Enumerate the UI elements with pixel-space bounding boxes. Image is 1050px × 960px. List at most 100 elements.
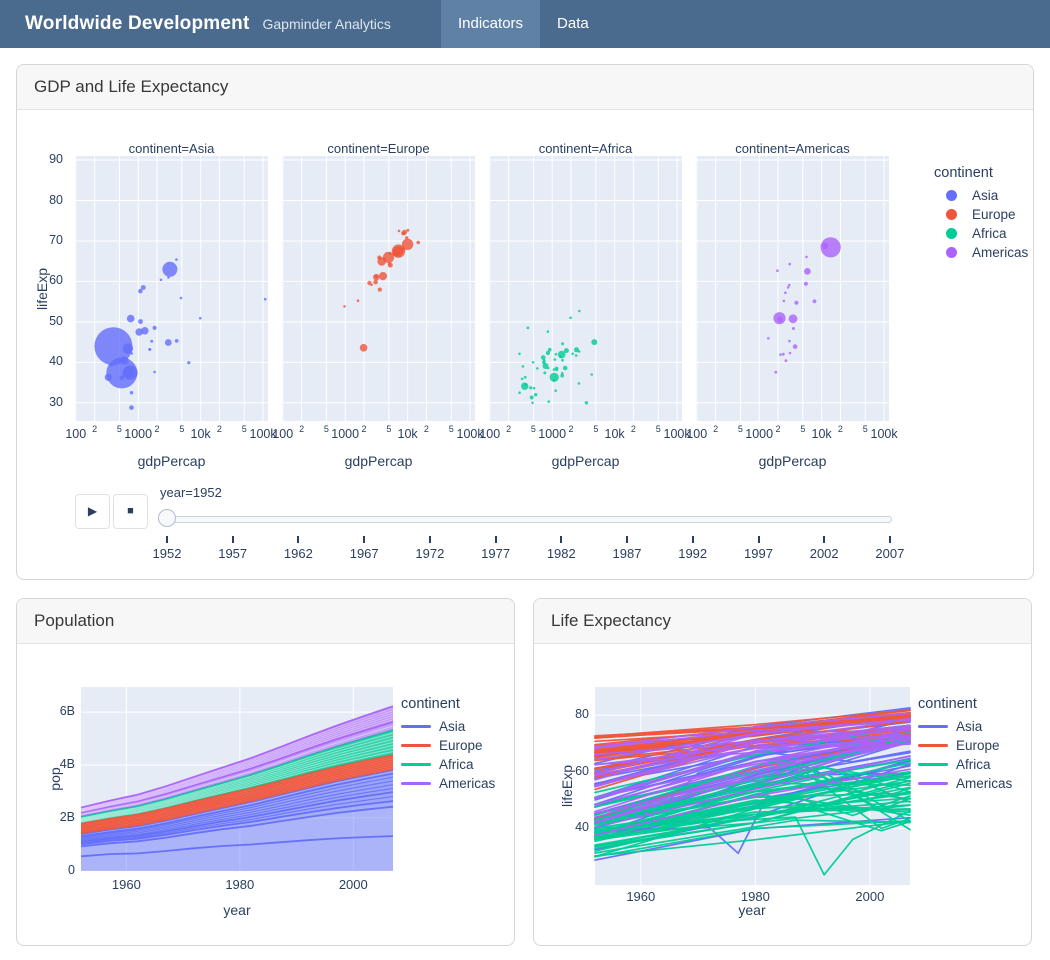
legend-label: Asia [956,719,983,734]
x-tick-label: 2 [506,424,512,434]
slider-tick-label: 1977 [481,546,511,561]
x-tick-label: 10k [604,427,625,441]
y-tick-label: 60 [575,763,589,778]
x-tick-label: 100 [479,427,501,441]
legend-label: Americas [972,245,1029,260]
legend-item-europe[interactable]: Europe [946,205,1016,224]
slider-tick-label: 1997 [744,546,773,561]
legend-line-europe [401,743,431,748]
play-button[interactable]: ▶ [75,494,110,529]
x-tick-label: 5 [530,424,536,434]
population-chart[interactable] [17,644,514,942]
y-axis-title: lifeExp [34,267,50,311]
stop-button[interactable]: ■ [113,494,148,529]
slider-tick-label: 1962 [283,546,313,561]
x-tick-label: 5 [448,424,454,434]
x-axis-title: year [738,902,766,918]
x-tick-label: 1000 [124,427,153,441]
facet-plot-americas[interactable] [696,156,889,421]
legend-label: Africa [956,757,991,772]
y-tick-label: 90 [49,152,63,166]
legend-dot-asia [946,190,957,201]
x-axis-title: gdpPercap [758,453,827,469]
slider-tick-label: 1987 [612,546,642,561]
life-expectancy-chart[interactable] [534,644,1031,942]
y-tick-label: 2B [59,810,75,825]
legend-line-asia [918,724,948,729]
y-tick-label: 40 [49,354,63,369]
legend-item-africa[interactable]: Africa [946,224,1007,243]
slider-tick-label: 1982 [546,546,576,561]
legend-item-africa[interactable]: Africa [918,755,991,774]
slider-tick-mark [888,536,891,543]
x-tick-label: 5 [323,424,329,434]
y-tick-label: 6B [59,704,75,719]
x-axis-title: gdpPercap [344,453,413,469]
slider-tick-mark [560,536,563,543]
legend-line-africa [918,762,948,767]
slider-tick-mark [363,536,366,543]
legend-title: continent [918,696,977,712]
x-tick-label: 2000 [338,877,368,892]
x-axis-title: gdpPercap [137,453,206,469]
x-tick-label: 100 [65,427,87,441]
legend-label: Europe [439,738,483,753]
slider-tick-mark [494,536,497,543]
app-title: Worldwide Development [25,13,250,34]
legend-item-europe[interactable]: Europe [401,736,483,755]
legend-item-asia[interactable]: Asia [401,717,465,736]
x-tick-label: 5 [737,424,743,434]
facet-plot-asia[interactable] [75,156,268,421]
card-title: GDP and Life Expectancy [17,65,1033,110]
legend-item-americas[interactable]: Americas [918,774,1012,793]
x-tick-label: 2 [154,424,160,434]
card-population: Population 0 2B 4B 6B 1960 1980 2000 pop year con… [16,598,515,946]
tab-data[interactable]: Data [557,15,589,32]
slider-tick-label: 1952 [152,546,182,561]
x-tick-label: 5 [386,424,392,434]
slider-track[interactable] [158,516,892,523]
slider-tick-mark [297,536,300,543]
x-tick-label: 10k [397,427,418,441]
x-tick-label: 2 [568,424,574,434]
card-life-expectancy: Life Expectancy 40 60 80 1960 1980 2000 lifeEx… [533,598,1032,946]
legend-item-americas[interactable]: Americas [946,243,1028,262]
tab-indicators[interactable]: Indicators [441,0,541,48]
facet-plot-africa[interactable] [489,156,682,421]
slider-tick-label: 1957 [218,546,248,561]
legend-item-asia[interactable]: Asia [918,717,982,736]
x-tick-label: 2 [92,424,98,434]
y-tick-label: 80 [49,192,63,207]
legend-label: Africa [972,226,1007,241]
legend-line-americas [918,781,948,786]
facet-title: continent=Europe [327,141,430,156]
y-axis-title: pop [47,767,63,791]
legend-item-europe[interactable]: Europe [918,736,1000,755]
slider-tick-mark [428,536,431,543]
x-tick-label: 5 [593,424,599,434]
legend-dot-americas [946,247,957,258]
x-tick-label: 2 [216,424,222,434]
x-tick-label: 10k [190,427,211,441]
slider-handle[interactable] [158,509,176,527]
x-tick-label: 1980 [225,877,255,892]
legend-item-asia[interactable]: Asia [946,186,998,205]
x-tick-label: 2 [775,424,781,434]
card-title: Life Expectancy [534,599,1031,644]
facet-title: continent=Asia [128,141,215,156]
legend-title: continent [401,696,460,712]
x-tick-label: 100k [663,427,691,441]
legend-label: Europe [956,738,1000,753]
slider-tick-mark [166,536,168,543]
legend-item-africa[interactable]: Africa [401,755,474,774]
legend-item-americas[interactable]: Americas [401,774,495,793]
x-axis-title: gdpPercap [551,453,620,469]
x-tick-label: 2 [299,424,305,434]
navbar: Worldwide Development Gapminder Analytic… [0,0,1050,48]
slider-tick-mark [626,536,628,543]
x-tick-label: 1000 [331,427,360,441]
x-tick-label: 1960 [111,877,141,892]
legend-line-americas [401,781,431,786]
facet-plot-europe[interactable] [282,156,475,421]
animation-frame-label: year=1952 [160,485,222,500]
